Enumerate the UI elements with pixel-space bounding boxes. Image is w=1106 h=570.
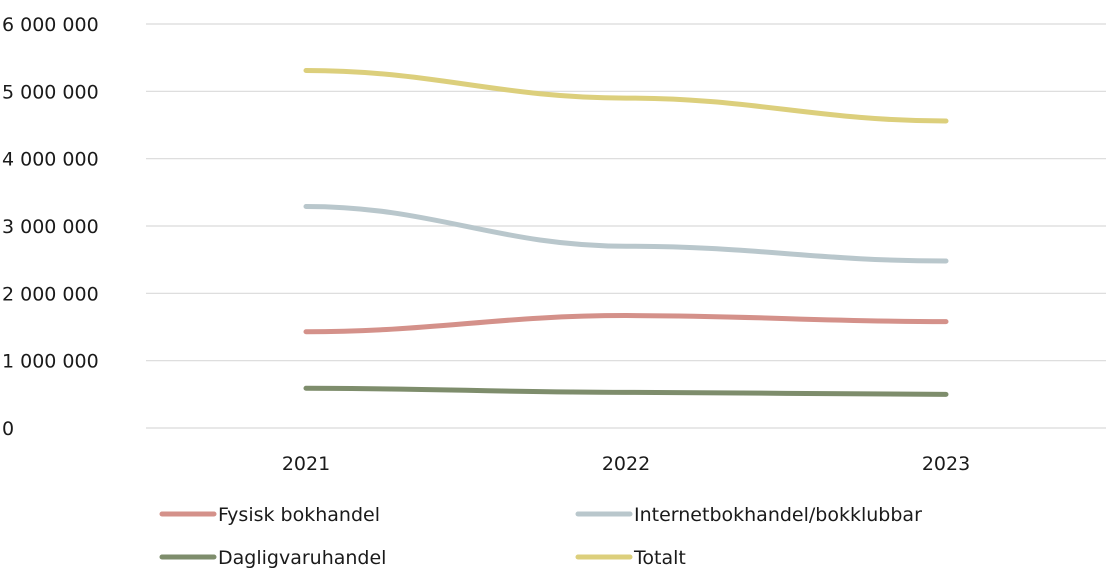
y-tick-label: 0 [2, 418, 14, 440]
legend-item: Totalt [575, 547, 686, 569]
y-tick-label: 4 000 000 [2, 149, 99, 171]
x-tick-label: 2022 [602, 453, 650, 475]
series-line-3 [303, 67, 949, 124]
y-tick-label: 3 000 000 [2, 216, 99, 238]
legend-label: Dagligvaruhandel [218, 547, 386, 569]
series-lines [303, 67, 949, 397]
x-tick-label: 2021 [282, 453, 330, 475]
x-axis-tick-labels: 2021 2022 2023 [282, 453, 970, 475]
series-line-1 [303, 203, 949, 264]
y-tick-label: 1 000 000 [2, 351, 99, 373]
y-tick-label: 6 000 000 [2, 14, 99, 36]
series-line-2 [303, 385, 949, 397]
gridlines [146, 23, 1106, 429]
y-tick-label: 5 000 000 [2, 81, 99, 103]
legend-item: Fysisk bokhandel [159, 504, 380, 526]
x-tick-label: 2023 [922, 453, 970, 475]
y-axis-tick-labels: 0 1 000 000 2 000 000 3 000 000 4 000 000 5 0… [2, 14, 99, 440]
legend-item: Internetbokhandel/bokklubbar [575, 504, 922, 526]
legend-label: Totalt [633, 547, 686, 569]
legend-label: Fysisk bokhandel [218, 504, 380, 526]
series-line-0 [303, 313, 949, 335]
legend-item: Dagligvaruhandel [159, 547, 386, 569]
legend: Fysisk bokhandel Internetbokhandel/bokklu… [159, 504, 922, 569]
legend-label: Internetbokhandel/bokklubbar [634, 504, 922, 526]
y-tick-label: 2 000 000 [2, 283, 99, 305]
